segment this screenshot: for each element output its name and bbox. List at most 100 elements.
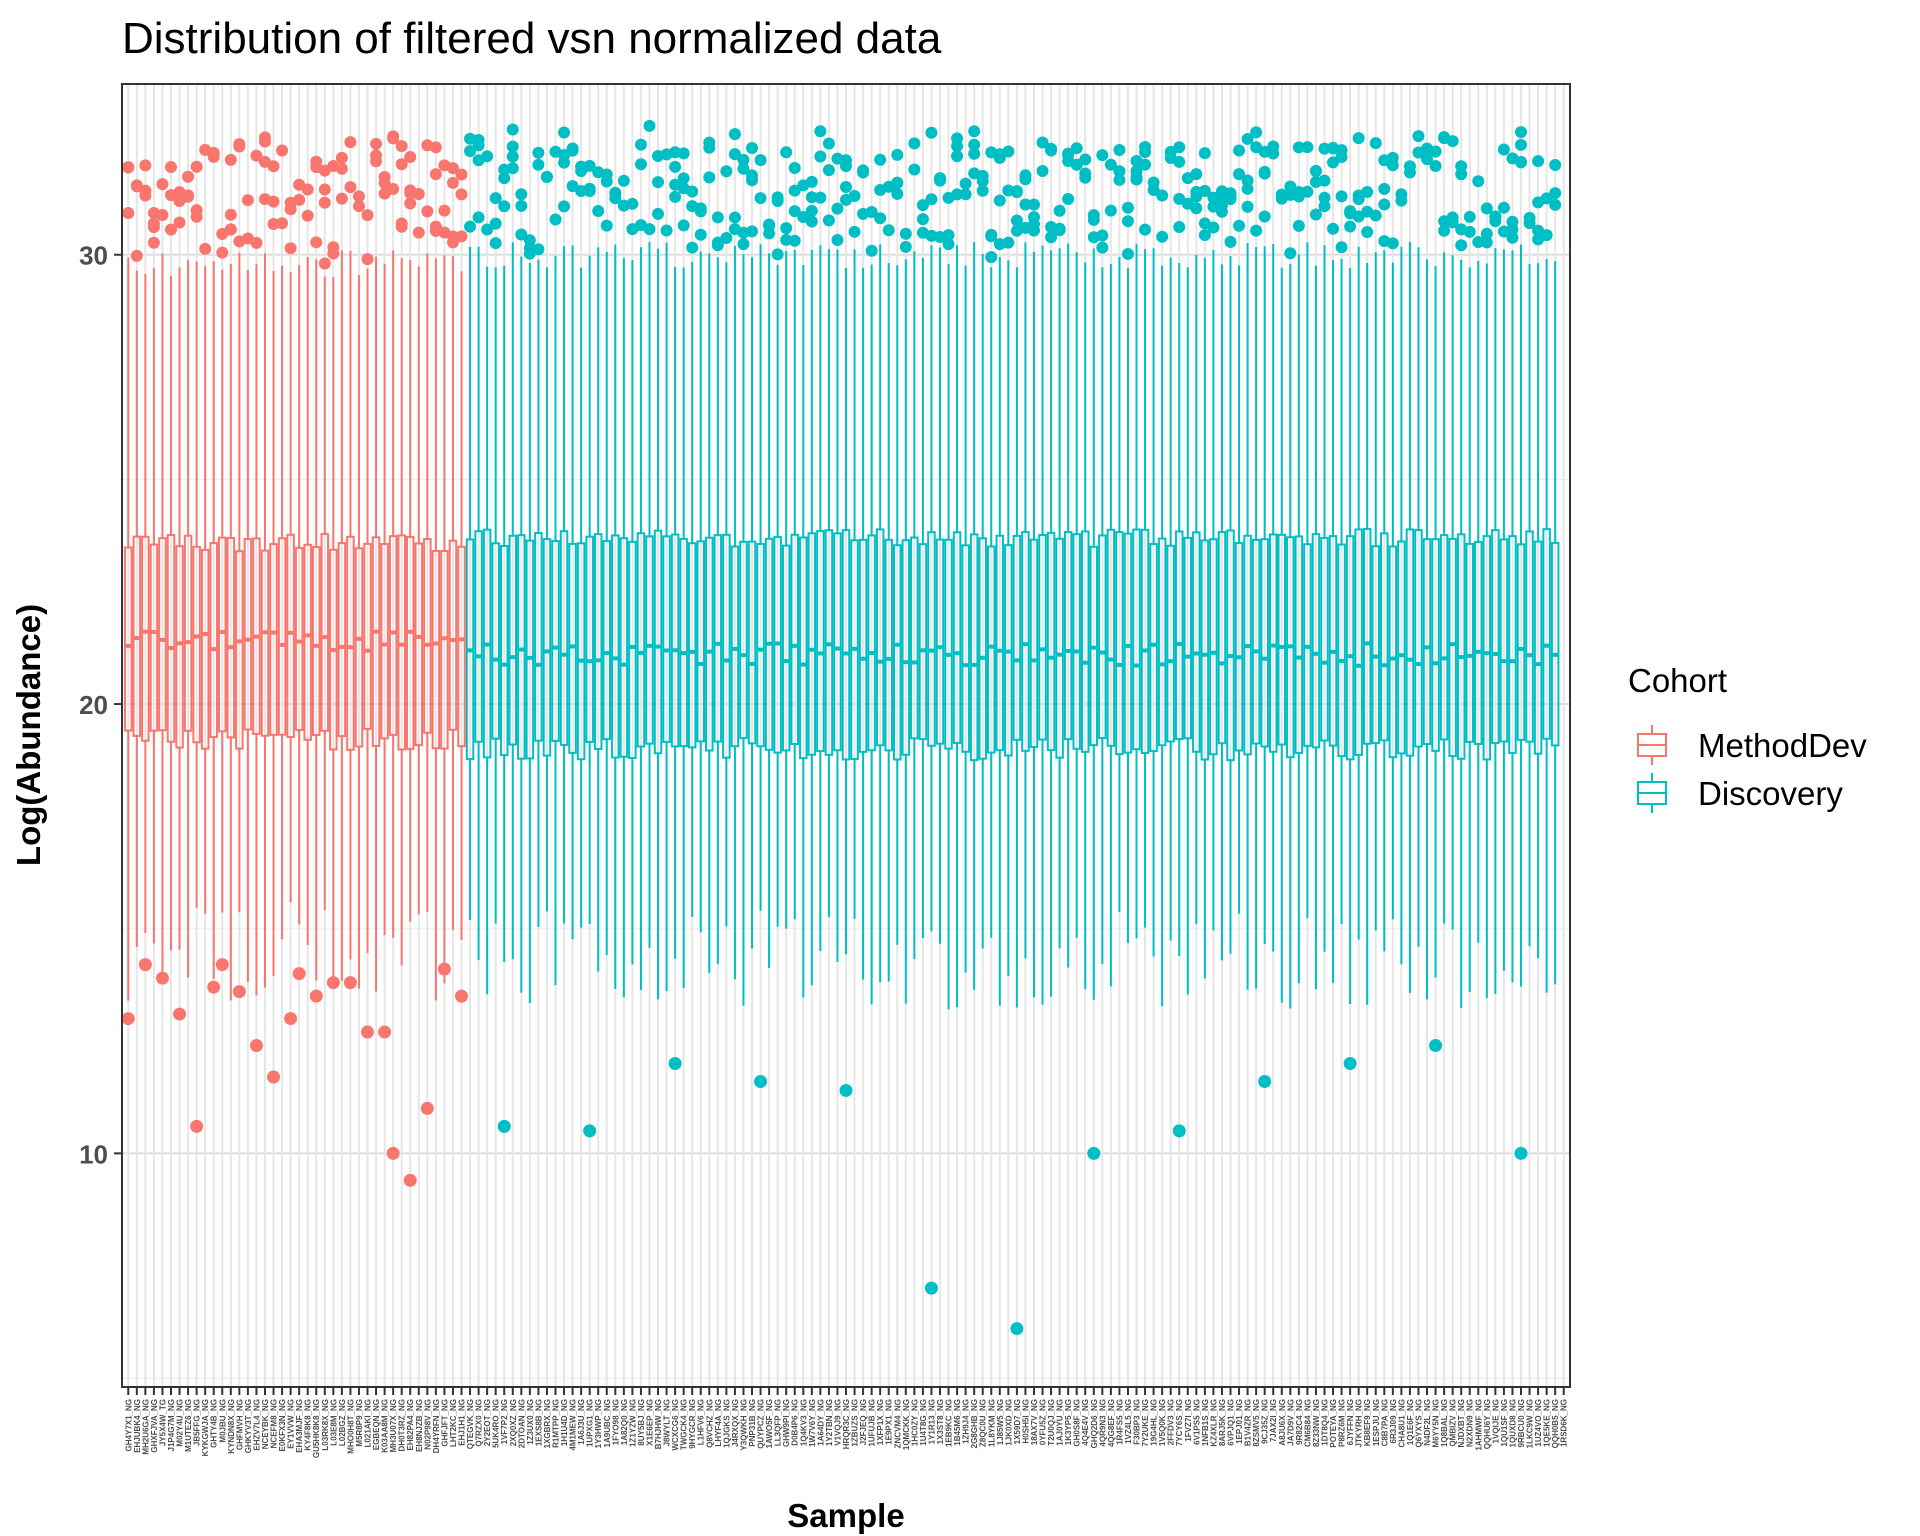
x-tick-label: Q7RZX0_NG <box>475 1399 484 1447</box>
x-tick-label: N02P98V_NG <box>423 1399 432 1450</box>
box <box>1422 538 1432 745</box>
outlier-point <box>711 211 724 224</box>
x-tick-label: 1XFP1X_NG <box>876 1399 885 1445</box>
boxplot-discovery <box>1021 242 1030 959</box>
box <box>294 546 304 731</box>
outlier-point <box>1224 193 1237 206</box>
x-tick-label: KYNDN8X_NG <box>227 1399 236 1454</box>
box <box>1063 531 1073 741</box>
x-tick-label: 2G8GHB_NG <box>970 1399 979 1448</box>
x-tick-label: 1B45M6_NG <box>953 1399 962 1446</box>
boxplot-discovery <box>1397 246 1406 965</box>
boxplot-discovery <box>1046 250 1056 997</box>
boxplot-discovery <box>1251 246 1261 989</box>
outlier-point <box>711 239 724 252</box>
outlier-point <box>1010 214 1023 227</box>
legend-key-methoddev <box>1637 725 1667 765</box>
box <box>346 535 355 751</box>
outlier-point <box>763 218 776 231</box>
x-tick-label: EY1VVW_NG <box>287 1399 296 1449</box>
x-tick-label: EH82PA4_NG <box>406 1399 415 1450</box>
boxplot-discovery <box>799 264 808 998</box>
x-tick-label: 1AHMWF_NG <box>1474 1399 1483 1451</box>
box <box>1525 530 1534 743</box>
legend-title: Cohort <box>1628 662 1727 699</box>
outlier-point <box>669 160 682 173</box>
outlier-point <box>156 178 169 191</box>
boxplot-discovery <box>1132 243 1141 939</box>
box <box>1149 542 1158 753</box>
boxplots <box>124 241 1560 1010</box>
box <box>303 543 312 741</box>
boxplot-discovery <box>884 262 893 982</box>
outlier-point <box>1002 236 1015 249</box>
outlier-point <box>583 185 596 198</box>
box <box>474 530 483 743</box>
x-tick-label: 1W7V6Y_NG <box>808 1399 817 1447</box>
outlier-point <box>1121 215 1134 228</box>
box <box>457 545 466 748</box>
outlier-point <box>1480 202 1493 215</box>
outlier-point <box>429 168 442 181</box>
outlier-point <box>147 236 160 249</box>
x-tick-label: 1EB9KC_NG <box>945 1399 954 1447</box>
outlier-point <box>446 162 459 175</box>
outlier-point <box>1250 224 1263 237</box>
boxplot-discovery <box>1516 244 1526 987</box>
box <box>670 533 680 748</box>
outlier-point <box>1241 200 1254 213</box>
legend: Cohort MethodDev Discovery <box>1628 662 1867 813</box>
outlier-point <box>1515 156 1528 169</box>
boxplot-methoddev <box>380 263 389 936</box>
outlier-point <box>1506 231 1519 244</box>
box <box>858 538 868 753</box>
box <box>1328 535 1338 747</box>
box <box>243 538 253 731</box>
boxplot-discovery <box>756 244 765 911</box>
outlier-point <box>1156 189 1169 202</box>
outlier-point <box>190 160 203 173</box>
box <box>1217 531 1227 745</box>
boxplot-discovery <box>1174 263 1184 956</box>
outlier-point <box>429 220 442 233</box>
x-tick-label: 2Y2EOT_NG <box>483 1399 492 1446</box>
outlier-point <box>1207 221 1220 234</box>
x-tick-label: GU5HK8K8_NG <box>312 1399 321 1458</box>
box <box>1311 533 1321 749</box>
boxplot-discovery <box>739 254 748 1006</box>
outlier-point <box>959 188 972 201</box>
x-tick-label: 1J85W5_NG <box>996 1399 1005 1445</box>
outlier-point <box>652 176 665 189</box>
outlier-point <box>634 138 647 151</box>
outlier-point <box>352 200 365 213</box>
outlier-point <box>370 137 383 150</box>
x-tick-label: EHJ1H1_NG <box>458 1399 467 1446</box>
x-tick-label: 18AX7V_NG <box>1030 1399 1039 1445</box>
x-tick-label: EHZV7L4_NG <box>252 1399 261 1451</box>
outlier-point <box>1292 219 1305 232</box>
outlier-point <box>1446 216 1459 229</box>
outlier-point <box>472 139 485 152</box>
boxplot-discovery <box>1157 265 1167 1007</box>
boxplot-discovery <box>1080 262 1090 990</box>
outlier-point <box>1395 188 1408 201</box>
outlier-point <box>1198 229 1211 242</box>
outlier-point <box>1190 168 1203 181</box>
low-outlier-point <box>190 1119 204 1133</box>
box <box>713 534 723 743</box>
outlier-point <box>1292 185 1305 198</box>
box <box>1533 540 1543 755</box>
outlier-point <box>1352 193 1365 206</box>
boxplot-discovery <box>1200 257 1210 979</box>
outlier-point <box>1275 188 1288 201</box>
x-tick-label: WCXCG6_NG <box>671 1399 680 1451</box>
outlier-point <box>1096 229 1109 242</box>
boxplot-discovery <box>713 257 723 964</box>
box <box>884 538 893 752</box>
x-tick-label: 1U4T8G_NG <box>919 1399 928 1446</box>
box <box>1320 536 1329 742</box>
outlier-point <box>1173 221 1186 234</box>
box <box>944 538 953 750</box>
box <box>414 542 424 747</box>
boxplot-discovery <box>687 261 697 917</box>
